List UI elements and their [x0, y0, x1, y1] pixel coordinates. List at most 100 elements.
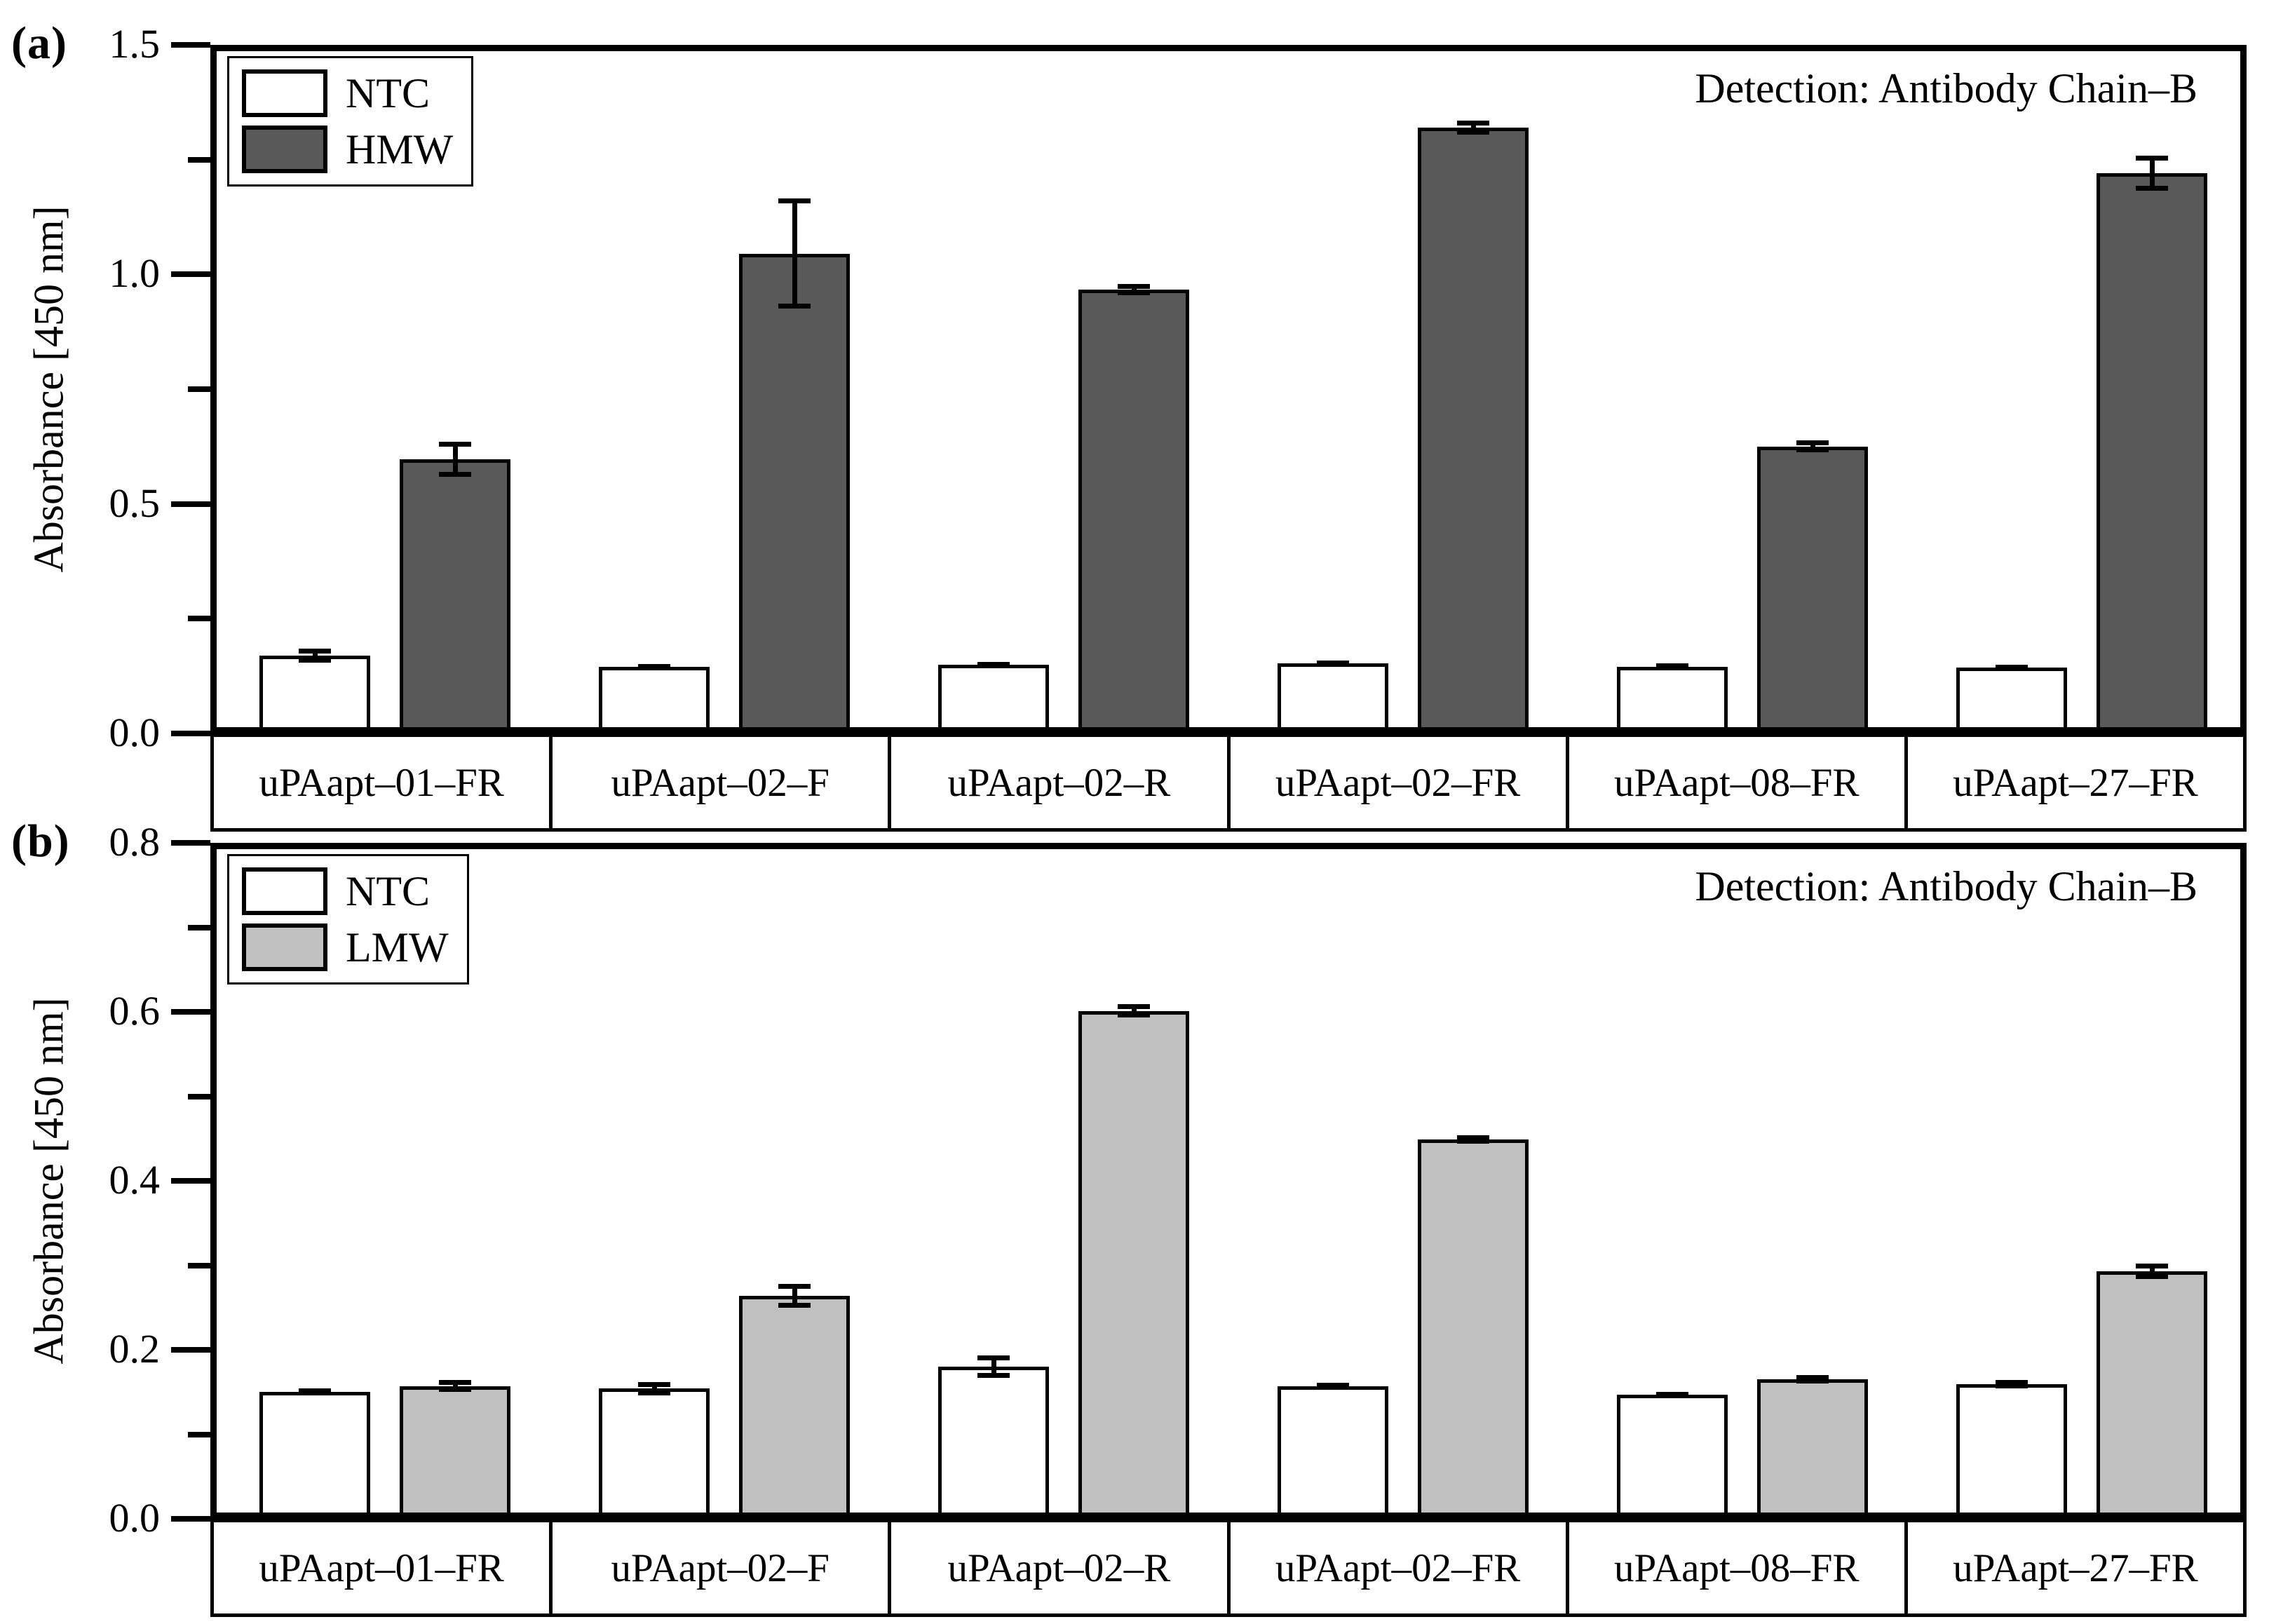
- error-bar-cap-bottom: [1457, 1138, 1489, 1144]
- legend-label: LMW: [346, 924, 449, 970]
- error-bar-cap-top: [1457, 121, 1489, 126]
- error-bar: [651, 1381, 657, 1396]
- error-bar-cap-top: [778, 198, 811, 204]
- error-bar-cap-top: [638, 1381, 670, 1387]
- legend-item-ntc: NTC: [242, 867, 449, 915]
- error-bar: [792, 1284, 797, 1308]
- bar-hmw-uPAapt–02–F: [739, 254, 850, 733]
- y-major-tick: [171, 1516, 210, 1522]
- bar-ntc-uPAapt–27–FR: [1956, 1384, 2067, 1519]
- y-minor-tick: [188, 1262, 210, 1268]
- bars-layer: [210, 45, 2247, 733]
- y-major-tick: [171, 1347, 210, 1353]
- error-bar-cap-top: [1118, 284, 1150, 290]
- panel-letter-b: (b): [11, 816, 70, 867]
- bar-ntc-uPAapt–02–FR: [1278, 663, 1388, 733]
- error-bar-cap-bottom: [1796, 1379, 1829, 1384]
- bar-ntc-uPAapt–01–FR: [259, 1392, 370, 1519]
- error-bar-cap-top: [299, 648, 331, 654]
- category-cell: uPAapt–01–FR: [214, 737, 553, 828]
- error-bar-cap-bottom: [2136, 186, 2168, 191]
- error-bar-cap-top: [2136, 156, 2168, 161]
- bar-lmw-uPAapt–27–FR: [2097, 1271, 2207, 1519]
- y-major-tick: [171, 42, 210, 48]
- y-tick-label: 1.5: [109, 21, 161, 67]
- error-bar-cap-top: [1457, 1135, 1489, 1140]
- y-major-tick: [171, 1178, 210, 1184]
- chart-title: Detection: Antibody Chain–B: [1695, 65, 2197, 111]
- bar-lmw-uPAapt–02–F: [739, 1296, 850, 1519]
- chart-title: Detection: Antibody Chain–B: [1695, 863, 2197, 909]
- error-bar-cap-bottom: [1996, 665, 2028, 670]
- legend-label: HMW: [346, 126, 454, 172]
- y-major-tick: [171, 1009, 210, 1015]
- y-tick-label: 0.0: [109, 710, 161, 756]
- bar-lmw-uPAapt–02–R: [1078, 1011, 1189, 1519]
- error-bar-cap-top: [439, 1380, 471, 1386]
- error-bar-cap-bottom: [1656, 665, 1688, 670]
- error-bar-cap-top: [2136, 1264, 2168, 1269]
- category-cell: uPAapt–02–R: [891, 1522, 1231, 1613]
- y-tick-label: 0.5: [109, 480, 161, 526]
- category-cell: uPAapt–02–F: [553, 737, 892, 828]
- bar-ntc-uPAapt–02–R: [938, 665, 1049, 733]
- legend: NTC LMW: [227, 854, 469, 984]
- legend-swatch-hmw: [242, 126, 327, 173]
- y-major-tick: [171, 840, 210, 846]
- legend-swatch-ntc: [242, 69, 327, 117]
- category-axis-a: uPAapt–01–FR uPAapt–02–F uPAapt–02–R uPAapt…: [210, 733, 2247, 832]
- y-tick-label: 0.0: [109, 1495, 161, 1541]
- bar-ntc-uPAapt–02–R: [938, 1367, 1049, 1519]
- bar-ntc-uPAapt–02–F: [599, 1388, 710, 1519]
- error-bar-cap-bottom: [638, 664, 670, 670]
- legend-label: NTC: [346, 868, 430, 914]
- error-bar-cap-bottom: [1317, 1384, 1349, 1390]
- bar-lmw-uPAapt–08–FR: [1757, 1379, 1868, 1519]
- error-bar-cap-bottom: [1796, 447, 1829, 453]
- error-bar: [1131, 1004, 1137, 1018]
- error-bar: [2149, 1264, 2155, 1279]
- bar-hmw-uPAapt–27–FR: [2097, 173, 2207, 733]
- error-bar-cap-top: [439, 442, 471, 447]
- error-bar: [1810, 440, 1815, 453]
- y-tick-label: 0.2: [109, 1326, 161, 1372]
- legend: NTC HMW: [227, 56, 474, 187]
- error-bar-cap-bottom: [1996, 1383, 2028, 1389]
- error-bar-cap-bottom: [439, 1387, 471, 1393]
- error-bar: [452, 442, 458, 478]
- category-cell: uPAapt–02–F: [553, 1522, 892, 1613]
- category-cell: uPAapt–08–FR: [1569, 1522, 1908, 1613]
- error-bar: [312, 648, 318, 663]
- bar-hmw-uPAapt–02–FR: [1418, 128, 1529, 733]
- y-minor-tick: [188, 1093, 210, 1099]
- y-major-tick: [171, 731, 210, 736]
- category-cell: uPAapt–02–FR: [1231, 737, 1569, 828]
- error-bar-cap-bottom: [299, 1390, 331, 1396]
- bar-lmw-uPAapt–01–FR: [400, 1386, 510, 1519]
- y-tick-label: 0.8: [109, 819, 161, 865]
- error-bar-cap-bottom: [439, 472, 471, 478]
- category-cell: uPAapt–02–FR: [1231, 1522, 1569, 1613]
- error-bar-cap-bottom: [1457, 129, 1489, 135]
- category-axis-b: uPAapt–01–FR uPAapt–02–F uPAapt–02–R uPAapt…: [210, 1519, 2247, 1617]
- error-bar-cap-bottom: [977, 662, 1010, 668]
- y-tick-label: 0.6: [109, 988, 161, 1034]
- legend-label: NTC: [346, 70, 430, 116]
- legend-item-ntc: NTC: [242, 69, 453, 117]
- category-cell: uPAapt–27–FR: [1953, 760, 2198, 805]
- panel-letter-a: (a): [11, 18, 67, 69]
- error-bar-cap-bottom: [299, 657, 331, 663]
- error-bar-cap-bottom: [778, 1302, 811, 1308]
- category-cell: uPAapt–08–FR: [1569, 737, 1908, 828]
- error-bar-cap-bottom: [1118, 1013, 1150, 1018]
- error-bar: [792, 198, 797, 309]
- y-minor-tick: [188, 156, 210, 163]
- error-bar-cap-top: [1118, 1004, 1150, 1010]
- bars-layer: [210, 843, 2247, 1519]
- y-minor-tick: [188, 924, 210, 931]
- bar-ntc-uPAapt–08–FR: [1617, 1395, 1728, 1519]
- legend-item-hmw: HMW: [242, 126, 453, 173]
- bar-ntc-uPAapt–08–FR: [1617, 667, 1728, 733]
- error-bar: [2149, 156, 2155, 191]
- legend-item-lmw: LMW: [242, 923, 449, 971]
